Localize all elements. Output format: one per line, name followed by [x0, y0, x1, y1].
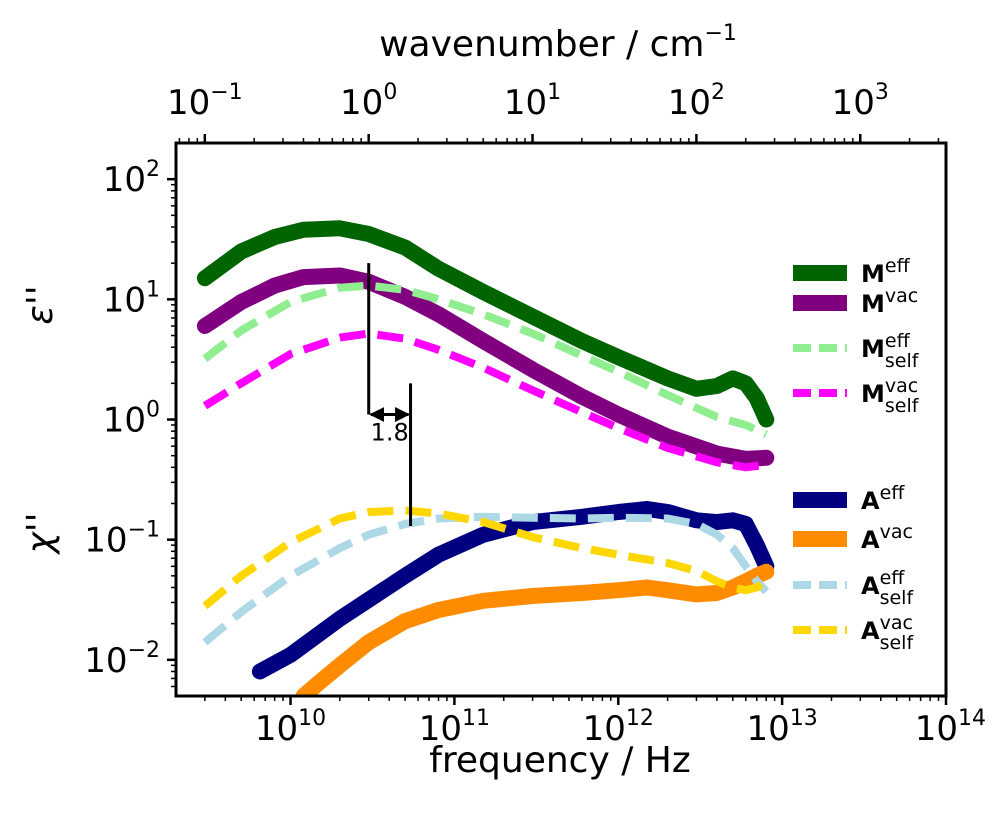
- x-axis-label: frequency / Hz: [429, 740, 691, 781]
- legend-label-sub: self: [880, 587, 915, 609]
- x-tick-label-exp: 11: [462, 706, 490, 731]
- top-axis-label: wavenumber / cm−1: [379, 21, 737, 65]
- x-tick-label-exp: 13: [790, 706, 818, 731]
- top-tick-label-base: 10: [167, 83, 210, 123]
- top-tick-label-base: 10: [340, 83, 383, 123]
- series-line-m-eff: [196, 220, 775, 428]
- legend-label: Avac: [861, 521, 913, 554]
- series-line-a-eff-self: [202, 512, 770, 646]
- legend-label-sup: eff: [885, 255, 911, 277]
- annotation-layer: 1.8: [367, 263, 413, 526]
- legend-label: Avac self: [861, 612, 914, 654]
- top-tick-label-exp: 3: [875, 80, 889, 105]
- top-tick-label-exp: 0: [383, 80, 397, 105]
- x-tick-label-base: 10: [915, 709, 958, 749]
- top-axis-label-exponent: −1: [704, 21, 736, 46]
- x-tick-label-exp: 14: [958, 706, 986, 731]
- y-tick-label: 100: [103, 398, 160, 441]
- y-tick-label-exp: 0: [146, 398, 160, 423]
- legend-label-main: M: [861, 335, 885, 363]
- x-axis-ticks: 1010 1011 1012 1013 1014: [255, 696, 986, 749]
- annotation-label: 1.8: [371, 419, 409, 447]
- legend-label-main: A: [861, 572, 880, 600]
- series-line-a-eff: [251, 501, 775, 680]
- top-tick-label-base: 10: [668, 83, 711, 123]
- top-tick-label: 100: [340, 80, 397, 123]
- legend-label-sup: vac: [880, 612, 913, 634]
- series-line-m-vac-self: [202, 329, 767, 472]
- legend-label-sup: vac: [880, 521, 913, 543]
- y-tick-label-exp: −1: [128, 518, 160, 543]
- legend-label: Aeff self: [861, 567, 914, 609]
- legend-label-sup: eff: [880, 482, 906, 504]
- top-tick-label-base: 10: [832, 83, 875, 123]
- x-tick-label-base: 10: [419, 709, 462, 749]
- legend-label-main: A: [861, 487, 880, 515]
- y-tick-label-base: 10: [103, 160, 146, 200]
- series-line-m-eff-self: [202, 281, 768, 439]
- legend-label: Meff: [861, 255, 911, 288]
- legend-label-sup: vac: [885, 285, 918, 307]
- x-tick-label: 1014: [915, 706, 986, 749]
- minor-ticks: [171, 138, 940, 701]
- y-tick-label-exp: 1: [146, 277, 160, 302]
- legend-label: Meff self: [861, 330, 920, 372]
- series-line-a-vac: [295, 563, 775, 696]
- legend-label: Aeff: [861, 482, 905, 515]
- legend-label-sup: vac: [885, 375, 918, 397]
- y-tick-label-exp: 2: [146, 157, 160, 182]
- y-tick-label: 101: [103, 277, 160, 320]
- x-tick-label-base: 10: [583, 709, 626, 749]
- legend-label-main: A: [861, 617, 880, 645]
- y-tick-label-base: 10: [84, 641, 127, 681]
- top-tick-label: 10−1: [167, 80, 243, 123]
- series-line-m-vac: [196, 267, 775, 467]
- top-axis-ticks: 10−1 100 101 102 103: [167, 80, 889, 143]
- y-tick-label-base: 10: [103, 280, 146, 320]
- top-tick-label-base: 10: [504, 83, 547, 123]
- y-axis-label-chi: χ'': [20, 512, 61, 555]
- y-tick-label: 102: [103, 157, 160, 200]
- legend-label-main: M: [861, 380, 885, 408]
- top-tick-label-exp: −1: [210, 80, 242, 105]
- legend-label-sub: self: [885, 395, 920, 417]
- y-tick-label-base: 10: [84, 521, 127, 561]
- top-axis-label-main: wavenumber / cm: [379, 24, 704, 65]
- x-tick-label: 1013: [747, 706, 818, 749]
- x-tick-label-exp: 10: [298, 706, 326, 731]
- legend-label: Mvac: [861, 285, 918, 318]
- series-layer: [196, 220, 775, 696]
- y-tick-label: 10−2: [84, 638, 160, 681]
- top-tick-label-exp: 2: [711, 80, 725, 105]
- legend-label-sub: self: [880, 632, 915, 654]
- legend-label-main: M: [861, 260, 885, 288]
- x-tick-label: 1011: [419, 706, 490, 749]
- series-line-a-vac-self: [202, 506, 769, 610]
- top-tick-label: 101: [504, 80, 561, 123]
- x-tick-label-exp: 12: [626, 706, 654, 731]
- x-tick-label-base: 10: [255, 709, 298, 749]
- legend-label-main: M: [861, 290, 885, 318]
- legend-label-sub: self: [885, 350, 920, 372]
- legend-label-sup: eff: [885, 330, 911, 352]
- y-tick-label-base: 10: [103, 401, 146, 441]
- legend-label-sup: eff: [880, 567, 906, 589]
- y-axis-label-epsilon: ε'': [20, 285, 61, 324]
- x-tick-label: 1010: [255, 706, 326, 749]
- top-tick-label: 102: [668, 80, 725, 123]
- top-tick-label-exp: 1: [547, 80, 561, 105]
- top-tick-label: 103: [832, 80, 889, 123]
- y-tick-label-exp: −2: [128, 638, 160, 663]
- legend-label: Mvac self: [861, 375, 920, 417]
- legend-label-main: A: [861, 526, 880, 554]
- x-tick-label-base: 10: [747, 709, 790, 749]
- y-tick-label: 10−1: [84, 518, 160, 561]
- x-tick-label: 1012: [583, 706, 654, 749]
